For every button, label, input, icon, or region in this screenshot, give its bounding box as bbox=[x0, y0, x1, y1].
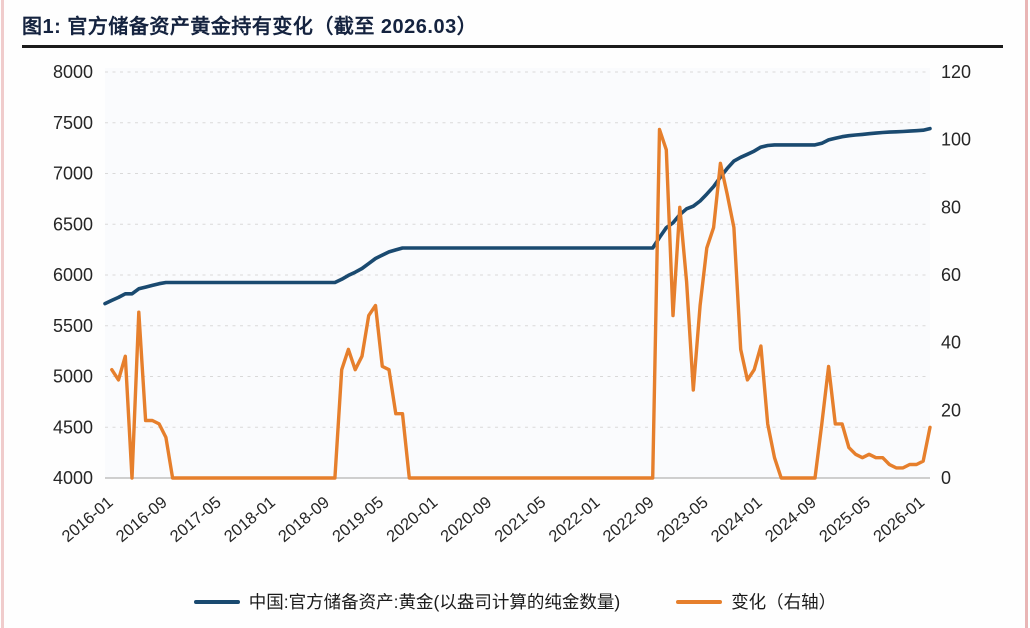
legend-gold-label: 中国:官方储备资产:黄金(以盎司计算的纯金数量) bbox=[248, 592, 621, 612]
left-axis-tick-label: 6500 bbox=[53, 214, 93, 234]
series-line-gold-holdings bbox=[103, 126, 932, 306]
legend-item-gold: 中国:官方储备资产:黄金(以盎司计算的纯金数量) bbox=[193, 589, 621, 614]
x-axis-tick-label: 2026-01 bbox=[870, 493, 928, 546]
legend-change-label: 变化（右轴） bbox=[731, 592, 837, 612]
x-axis-tick-label: 2024-09 bbox=[762, 493, 820, 546]
left-axis-tick-label: 8000 bbox=[53, 62, 93, 82]
left-axis-tick-label: 5000 bbox=[53, 367, 93, 387]
x-axis-tick-label: 2018-09 bbox=[275, 493, 333, 546]
right-axis-tick-label: 20 bbox=[941, 400, 961, 420]
x-axis-tick-label: 2020-01 bbox=[383, 493, 441, 546]
x-axis-tick-label: 2019-05 bbox=[329, 493, 387, 546]
left-axis-tick-label: 7000 bbox=[53, 164, 93, 184]
x-axis-tick-label: 2016-01 bbox=[59, 493, 117, 546]
legend-change-line-swatch bbox=[676, 599, 723, 604]
gold-reserves-dual-axis-chart: 8000 7500 7000 6500 6000 5500 5000 4500 4000 120 1… bbox=[53, 62, 971, 546]
left-axis-tick-label: 5500 bbox=[53, 316, 93, 336]
x-axis-tick-label: 2021-05 bbox=[491, 493, 549, 546]
right-axis-tick-label: 100 bbox=[941, 130, 971, 150]
chart-legend: 中国:官方储备资产:黄金(以盎司计算的纯金数量) 变化（右轴） bbox=[0, 589, 1030, 614]
x-axis-tick-label: 2023-05 bbox=[654, 493, 712, 546]
x-axis-tick-label: 2018-01 bbox=[221, 493, 279, 546]
plot-area bbox=[105, 68, 930, 478]
x-axis-tick-label: 2025-05 bbox=[816, 493, 874, 546]
series-line-monthly-change bbox=[110, 127, 932, 480]
right-axis-tick-label: 60 bbox=[941, 265, 961, 285]
left-axis-tick-label: 4000 bbox=[53, 468, 93, 488]
page-border-right bbox=[1025, 0, 1028, 628]
page-border-left bbox=[1, 0, 4, 628]
left-axis-tick-label: 7500 bbox=[53, 113, 93, 133]
right-axis-tick-label: 40 bbox=[941, 333, 961, 353]
x-axis-tick-label: 2022-01 bbox=[546, 493, 604, 546]
legend-item-change: 变化（右轴） bbox=[676, 589, 836, 614]
x-axis-tick-label: 2016-09 bbox=[113, 493, 171, 546]
x-axis-tick-label: 2024-01 bbox=[708, 493, 766, 546]
x-axis-tick-label: 2017-05 bbox=[167, 493, 225, 546]
figure-title: 图1: 官方储备资产黄金持有变化（截至 2026.03） bbox=[22, 16, 478, 38]
left-axis-tick-label: 4500 bbox=[53, 417, 93, 437]
right-axis-tick-label: 80 bbox=[941, 197, 961, 217]
x-axis-tick-label: 2020-09 bbox=[437, 493, 495, 546]
right-axis-tick-label: 120 bbox=[941, 62, 971, 82]
right-axis-tick-label: 0 bbox=[941, 468, 951, 488]
x-axis-tick-label: 2022-09 bbox=[600, 493, 658, 546]
legend-gold-line-swatch bbox=[193, 599, 240, 604]
title-divider bbox=[22, 45, 1003, 48]
left-axis-tick-label: 6000 bbox=[53, 265, 93, 285]
